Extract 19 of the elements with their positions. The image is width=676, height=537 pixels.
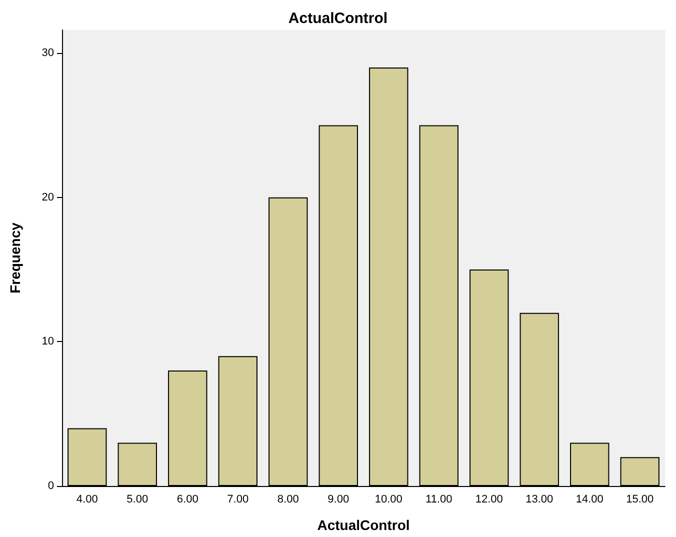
x-tick-label: 6.00 — [176, 494, 198, 506]
x-tick-label: 13.00 — [526, 494, 554, 506]
x-tick-label: 8.00 — [277, 494, 299, 506]
x-tick-label: 7.00 — [227, 494, 249, 506]
x-tick-label: 12.00 — [475, 494, 503, 506]
x-tick-label: 10.00 — [374, 494, 402, 506]
y-tick-label: 10 — [42, 336, 54, 348]
x-tick-label: 9.00 — [328, 494, 350, 506]
y-tick-label: 20 — [42, 191, 54, 204]
x-axis-title: ActualControl — [317, 517, 410, 533]
chart-title: ActualControl — [288, 10, 388, 27]
y-tick-label: 0 — [48, 480, 54, 492]
y-tick-label: 30 — [42, 47, 54, 60]
y-axis-title: Frequency — [7, 222, 23, 294]
x-tick-label: 15.00 — [626, 494, 654, 506]
x-tick-label: 4.00 — [76, 494, 98, 506]
x-tick-label: 14.00 — [576, 494, 604, 506]
x-tick-label: 5.00 — [126, 494, 148, 506]
x-tick-label: 11.00 — [426, 494, 452, 506]
